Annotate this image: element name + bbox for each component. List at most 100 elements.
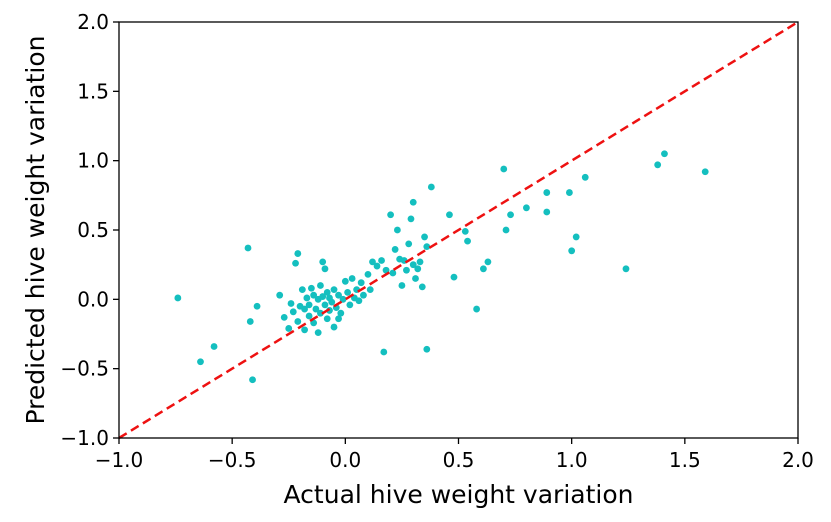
data-point [405,240,413,248]
data-point [427,183,435,191]
data-point [421,233,428,241]
data-point [321,301,329,309]
y-tick-label: 1.5 [77,79,109,103]
data-point [418,283,426,291]
data-point [479,265,487,273]
data-point [450,273,458,281]
y-tick-label: 0.0 [77,287,109,311]
data-point [464,237,471,245]
data-point [701,168,709,176]
data-point [197,358,204,366]
data-point [654,161,662,169]
data-point [307,284,315,292]
data-point [403,266,410,274]
data-point [566,189,573,196]
data-point [210,343,218,350]
data-point [253,302,261,310]
data-point [298,286,306,294]
y-tick-label: 0.5 [77,218,109,242]
data-point [360,291,367,299]
y-tick-label: 2.0 [77,10,109,34]
data-point [393,226,401,234]
data-point [364,270,372,278]
x-tick-label: 2.0 [782,448,814,472]
data-point [461,227,469,235]
data-point [543,208,551,216]
data-point [301,326,308,334]
data-point [246,318,254,325]
data-point [337,309,345,317]
data-point [294,318,302,325]
identity-reference-line [118,20,799,440]
data-point [391,246,399,253]
data-point [319,293,327,300]
data-point [357,279,365,287]
data-point [314,329,322,337]
y-axis-label: Predicted hive weight variation [21,35,50,424]
data-point [301,305,308,313]
data-point [387,211,394,219]
data-point [507,211,514,219]
data-point [423,345,431,353]
data-point [339,295,347,303]
data-point [473,305,481,313]
data-point [346,301,354,309]
data-point [312,305,320,313]
data-point [355,297,363,305]
data-point [366,286,374,294]
data-point [292,259,299,267]
data-point [341,277,349,285]
data-point [285,325,293,332]
data-point [661,150,668,158]
y-axis-ticks: −1.0 −0.5 0.0 0.5 1.0 1.5 2.0 [60,10,119,450]
x-axis-ticks: −1.0 −0.5 0.0 0.5 1.0 1.5 2.0 [95,438,814,472]
data-point [581,173,589,181]
data-point [407,215,415,223]
x-tick-label: 0.0 [329,448,361,472]
data-point [317,309,324,317]
data-point [380,348,388,356]
data-point [484,258,492,266]
data-point [305,312,313,320]
x-tick-label: −0.5 [208,448,257,472]
data-point [321,265,329,273]
data-point [369,258,376,266]
data-point [568,247,576,255]
data-point [500,165,508,173]
data-point [328,298,336,306]
data-point [398,282,406,289]
data-point [310,291,318,299]
data-point [294,250,302,257]
data-point [423,243,431,251]
data-point [323,315,331,323]
data-point [622,265,630,273]
data-point [348,275,356,282]
x-axis-label: Actual hive weight variation [284,480,634,509]
data-point [335,291,342,299]
y-tick-label: −1.0 [60,426,109,450]
data-point [323,289,331,296]
data-point [335,315,342,323]
data-point [416,258,424,266]
data-point [572,233,580,241]
data-point [317,282,324,289]
data-point [373,262,381,270]
data-point [289,308,297,316]
data-point [344,289,351,296]
data-point [319,258,327,266]
data-point [389,269,397,277]
data-point [305,301,313,309]
data-point [523,204,530,212]
data-point [330,323,338,331]
data-point [543,189,551,196]
data-points [174,150,709,384]
x-tick-label: 0.5 [443,448,475,472]
data-point [502,226,510,234]
y-tick-label: −0.5 [60,357,109,381]
data-point [287,300,295,307]
data-point [446,211,453,219]
data-point [174,294,182,302]
data-point [276,291,284,299]
x-tick-label: 1.0 [556,448,588,472]
